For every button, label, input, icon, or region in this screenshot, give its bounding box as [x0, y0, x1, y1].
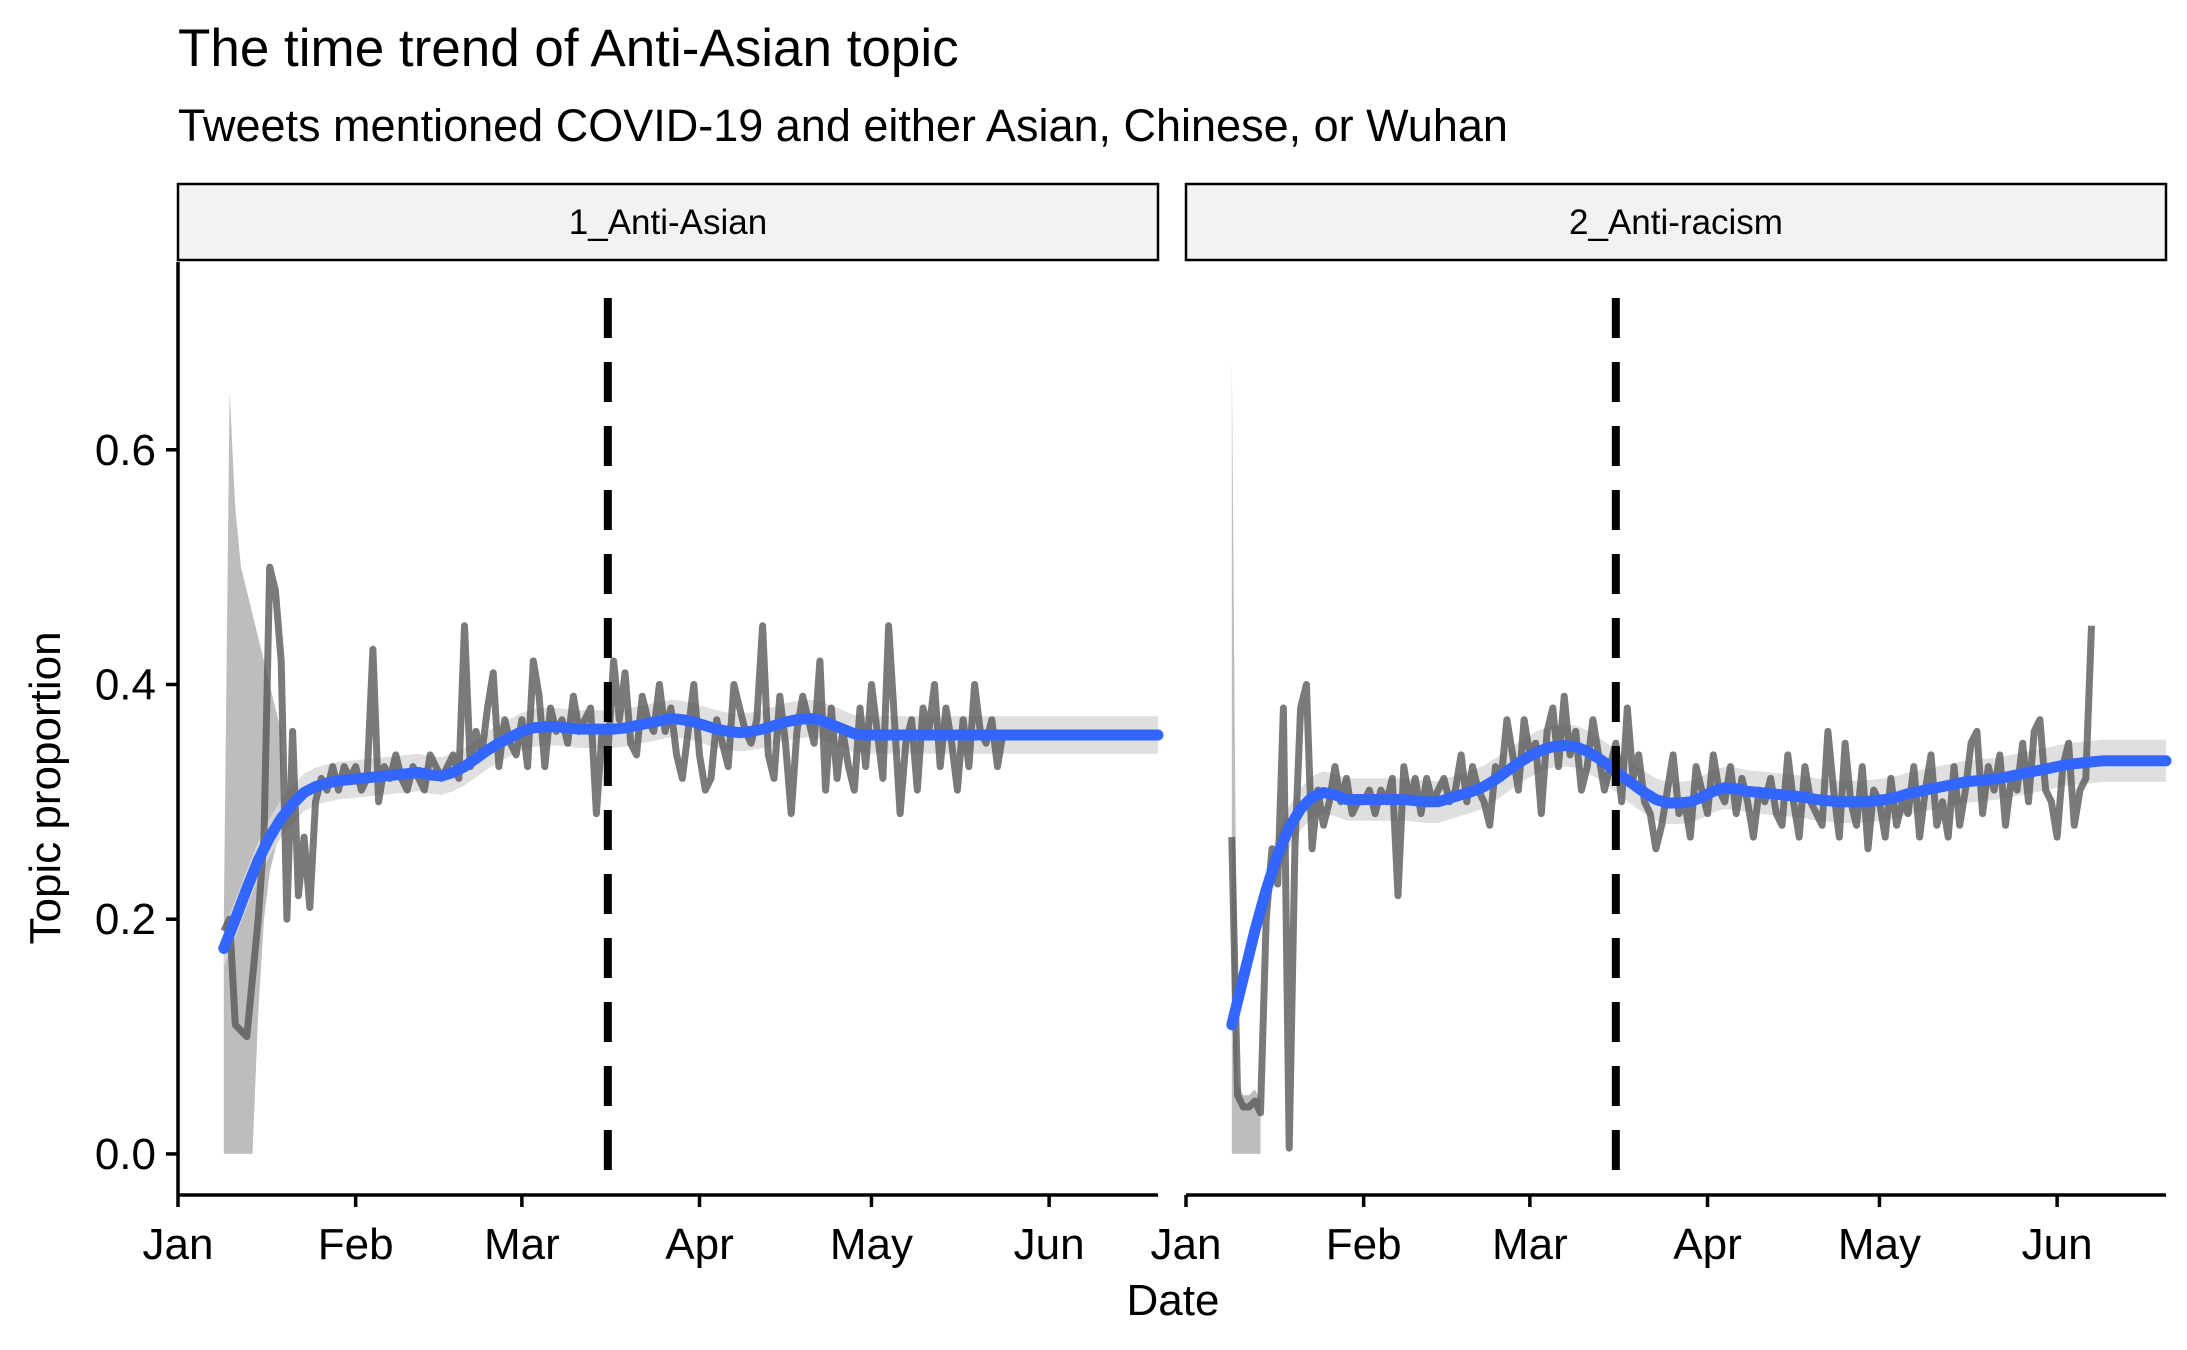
panel-2: 2_Anti-racism Jan Feb Mar Apr May Jun — [1151, 182, 2172, 1269]
x-tick-label: Mar — [484, 1220, 560, 1269]
y-tick-label: 0.6 — [95, 426, 156, 475]
y-tick-label: 0.4 — [95, 660, 156, 709]
x-tick-label: May — [1838, 1220, 1921, 1269]
x-tick-label: Feb — [318, 1220, 394, 1269]
x-tick-label: Jun — [2022, 1220, 2093, 1269]
x-tick-label: Mar — [1492, 1220, 1568, 1269]
chart-subtitle: Tweets mentioned COVID-19 and either Asi… — [178, 100, 1508, 151]
chart-title: The time trend of Anti-Asian topic — [178, 19, 959, 78]
raw-series-line — [1228, 625, 2095, 1152]
y-tick-label: 0.2 — [95, 895, 156, 944]
x-tick-label: Jan — [1151, 1220, 1222, 1269]
raw-series-line — [220, 563, 1007, 1041]
y-axis: 0.0 0.2 0.4 0.6 — [95, 262, 180, 1195]
y-axis-title: Topic proportion — [21, 631, 70, 944]
panel-1: 1_Anti-Asian Jan Feb Mar Apr May Jun — [143, 182, 1164, 1269]
y-tick-label: 0.0 — [95, 1130, 156, 1179]
facet-label: 2_Anti-racism — [1569, 203, 1783, 242]
x-axis-title: Date — [1127, 1276, 1220, 1325]
smooth-trend-line — [218, 713, 1164, 954]
facet-strip — [176, 182, 1160, 262]
raw-confidence-ribbon — [223, 391, 282, 1154]
x-tick-label: May — [830, 1220, 913, 1269]
facet-label: 1_Anti-Asian — [569, 203, 767, 242]
x-tick-label: Jun — [1014, 1220, 1085, 1269]
facet-strip — [1184, 182, 2168, 262]
x-tick-label: Feb — [1326, 1220, 1402, 1269]
x-tick-label: Apr — [1673, 1220, 1741, 1269]
x-tick-label: Apr — [665, 1220, 733, 1269]
smooth-trend-line — [1226, 740, 2172, 1031]
x-tick-label: Jan — [143, 1220, 214, 1269]
